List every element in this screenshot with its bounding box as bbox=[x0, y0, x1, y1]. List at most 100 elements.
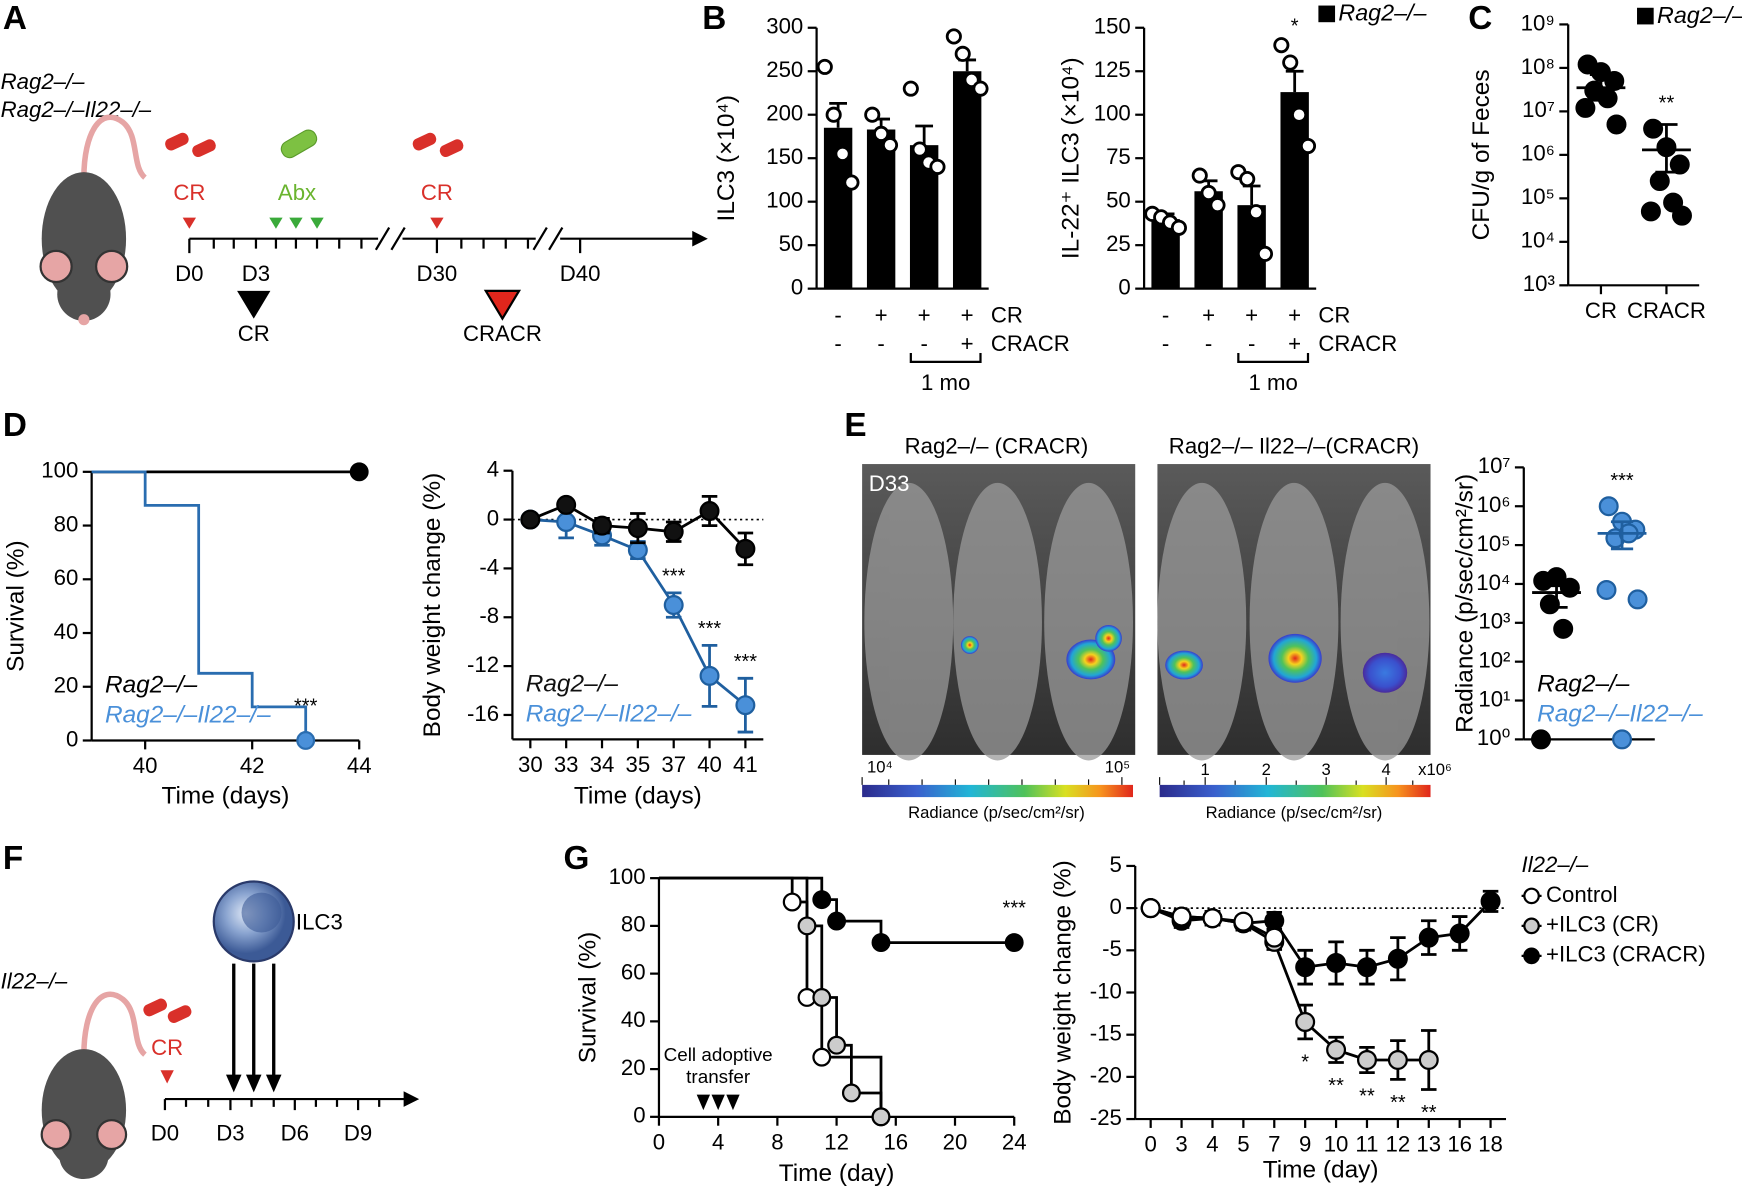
annotation: *** bbox=[662, 566, 686, 588]
error-bar bbox=[1610, 520, 1634, 551]
data-point bbox=[873, 125, 890, 142]
x-row-label: - bbox=[1205, 331, 1212, 356]
annotation: *** bbox=[1003, 898, 1027, 920]
x-row-title: CRACR bbox=[1318, 331, 1397, 356]
colorbar-tick-label: 4 bbox=[1381, 760, 1390, 779]
y-tick-label: 10¹ bbox=[1478, 686, 1510, 711]
y-tick-label: -16 bbox=[467, 701, 499, 726]
legend-label: Rag2–/–Il22–/– bbox=[1537, 700, 1703, 727]
x-row-title: CR bbox=[1318, 302, 1350, 327]
data-point bbox=[699, 665, 720, 686]
y-tick-label: 60 bbox=[54, 565, 79, 590]
data-point bbox=[825, 106, 842, 123]
data-point bbox=[1640, 201, 1661, 222]
panel-a-diagram: Rag2–/– Rag2–/–Il22–/– CR Abx CR D0 D3 D… bbox=[1, 69, 708, 346]
y-tick-label: 60 bbox=[621, 959, 646, 984]
data-point bbox=[1295, 1012, 1316, 1033]
x-tick-label: 33 bbox=[554, 752, 579, 777]
data-point bbox=[1480, 891, 1501, 912]
y-tick-label: 0 bbox=[487, 505, 499, 530]
image-title: Rag2–/– Il22–/–(CRACR) bbox=[1169, 433, 1419, 458]
annotation: transfer bbox=[686, 1066, 750, 1087]
colorbar-tick-label: 3 bbox=[1322, 760, 1331, 779]
colorbar-tick-label: 10⁵ bbox=[1105, 758, 1130, 777]
x-tick-label: 41 bbox=[733, 752, 758, 777]
data-point bbox=[1239, 171, 1256, 188]
x-tick-label: 44 bbox=[347, 753, 372, 778]
y-tick-label: 80 bbox=[621, 912, 646, 937]
data-point bbox=[1449, 923, 1470, 944]
colorbar-tick-label: x10⁶ bbox=[1418, 760, 1452, 779]
bar bbox=[952, 71, 982, 289]
day-label: D0 bbox=[151, 1120, 179, 1145]
x-row-label: - bbox=[1248, 331, 1255, 356]
x-tick-label: 34 bbox=[590, 752, 615, 777]
data-point bbox=[841, 1083, 861, 1103]
y-tick-label: 10³ bbox=[1478, 609, 1510, 634]
y-tick-label: 0 bbox=[633, 1103, 645, 1128]
legend-label: Rag2–/– bbox=[105, 672, 198, 699]
data-point bbox=[954, 45, 971, 62]
y-tick-label: 10⁸ bbox=[1521, 54, 1555, 79]
y-tick-label: 20 bbox=[621, 1055, 646, 1080]
data-point bbox=[1356, 1050, 1377, 1070]
data-point bbox=[1597, 88, 1618, 109]
y-tick-label: -12 bbox=[467, 652, 499, 677]
x-tick-label: CR bbox=[1585, 298, 1617, 323]
legend-marker bbox=[1523, 917, 1540, 935]
legend-marker bbox=[1523, 887, 1540, 905]
mouse bbox=[40, 991, 148, 1180]
data-point bbox=[663, 595, 684, 616]
y-tick-label: 0 bbox=[1110, 894, 1122, 919]
data-point bbox=[1606, 114, 1627, 135]
timeline bbox=[163, 1091, 420, 1111]
x-row-label: - bbox=[1162, 331, 1169, 356]
cell-label: ILC3 bbox=[296, 910, 343, 935]
data-point bbox=[1004, 933, 1024, 953]
error-bar bbox=[1589, 73, 1613, 102]
bar bbox=[1280, 92, 1309, 289]
pill bbox=[165, 132, 216, 158]
x-tick-label: 0 bbox=[1145, 1132, 1157, 1157]
x-tick-label: 4 bbox=[712, 1129, 724, 1154]
y-tick-label: 150 bbox=[1094, 14, 1131, 39]
error-bar bbox=[1242, 184, 1261, 206]
x-tick-label: 12 bbox=[1386, 1132, 1411, 1157]
colorbar-tick-label: 10⁴ bbox=[867, 758, 893, 777]
data-point bbox=[1575, 97, 1596, 118]
y-axis-label: IL-22⁺ ILC3 (×10⁴) bbox=[1057, 57, 1084, 259]
data-point bbox=[1596, 579, 1617, 600]
y-tick-label: -8 bbox=[479, 603, 499, 628]
x-tick-label: 8 bbox=[771, 1129, 783, 1154]
y-axis-label: Body weight change (%) bbox=[419, 473, 446, 738]
y-tick-label: 20 bbox=[54, 673, 79, 698]
data-point bbox=[1264, 927, 1285, 948]
data-point bbox=[843, 174, 860, 191]
x-row-label: - bbox=[834, 331, 841, 356]
y-tick-label: 10⁹ bbox=[1521, 10, 1555, 35]
x-tick-label: 12 bbox=[824, 1129, 849, 1154]
data-point bbox=[1387, 1050, 1408, 1070]
data-point bbox=[1598, 496, 1619, 517]
data-point bbox=[735, 538, 756, 559]
data-point bbox=[1643, 118, 1664, 139]
panel-label: A bbox=[3, 0, 27, 37]
y-tick-label: 300 bbox=[766, 14, 803, 39]
x-tick-label: 7 bbox=[1268, 1132, 1280, 1157]
x-tick-label: 16 bbox=[883, 1129, 908, 1154]
data-point bbox=[797, 916, 817, 936]
panel-label: E bbox=[844, 407, 866, 444]
x-row-label: + bbox=[961, 331, 974, 356]
y-tick-label: -10 bbox=[1090, 978, 1122, 1003]
x-tick-label: 42 bbox=[240, 753, 265, 778]
data-point bbox=[1326, 1039, 1347, 1060]
data-point bbox=[827, 1035, 847, 1055]
y-tick-label: -20 bbox=[1090, 1063, 1122, 1088]
annotation: * bbox=[1291, 16, 1299, 38]
infection-label: CRACR bbox=[463, 321, 542, 346]
y-tick-label: 50 bbox=[1106, 188, 1131, 213]
x-tick-label: 40 bbox=[133, 753, 158, 778]
y-tick-label: 75 bbox=[1106, 144, 1131, 169]
data-point bbox=[1356, 957, 1377, 978]
